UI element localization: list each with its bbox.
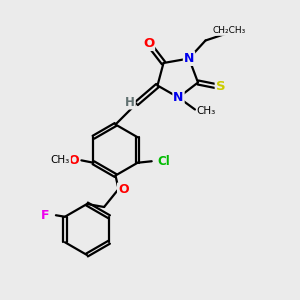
- Text: O: O: [118, 183, 129, 196]
- Text: O: O: [143, 37, 154, 50]
- Text: O: O: [68, 154, 79, 167]
- Text: N: N: [184, 52, 194, 65]
- Text: CH₃: CH₃: [51, 155, 70, 165]
- Text: CH₃: CH₃: [197, 106, 216, 116]
- Text: S: S: [216, 80, 225, 94]
- Text: F: F: [40, 209, 49, 222]
- Text: CH₂CH₃: CH₂CH₃: [213, 26, 246, 35]
- Text: Cl: Cl: [157, 155, 170, 168]
- Text: N: N: [173, 91, 184, 104]
- Text: H: H: [125, 95, 135, 109]
